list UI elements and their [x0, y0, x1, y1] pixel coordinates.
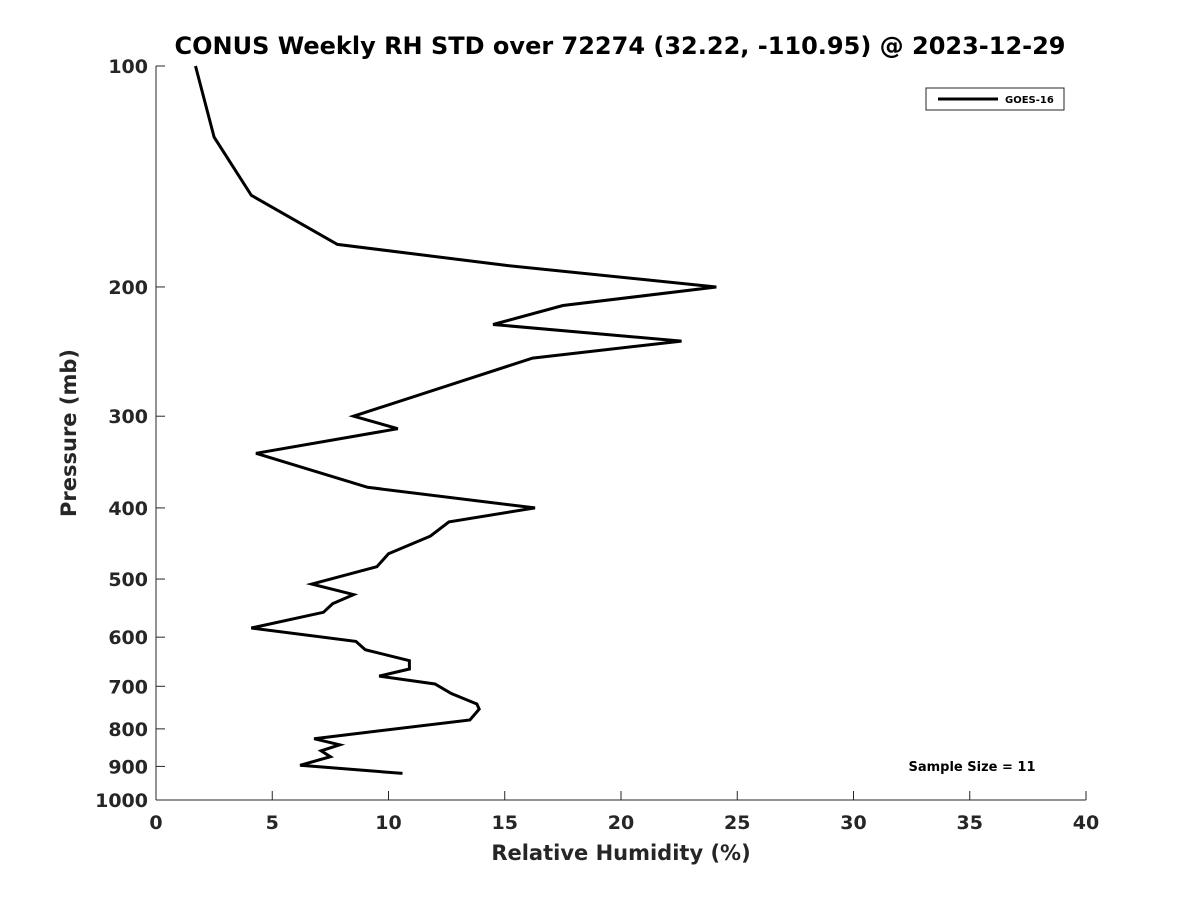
- x-tick-label: 20: [608, 812, 634, 834]
- y-ticks: 100 200 300 400 500 600 700 800 900 1000: [95, 56, 165, 812]
- x-tick-label: 40: [1073, 812, 1099, 834]
- legend: GOES-16: [925, 87, 1065, 111]
- x-tick-label: 30: [840, 812, 866, 834]
- y-tick-label: 300: [108, 406, 148, 428]
- y-axis-label: Pressure (mb): [57, 349, 81, 517]
- x-tick-label: 35: [957, 812, 983, 834]
- x-tick-label: 5: [266, 812, 279, 834]
- series-line-goes-16: [194, 65, 717, 775]
- sample-size-annotation: Sample Size = 11: [908, 760, 1035, 775]
- legend-label-goes-16: GOES-16: [1005, 95, 1054, 106]
- x-ticks: 0 5 10 15 20 25 30 35 40: [149, 791, 1099, 834]
- y-tick-label: 200: [108, 277, 148, 299]
- y-tick-label: 400: [108, 498, 148, 520]
- y-tick-label: 900: [108, 756, 148, 778]
- x-tick-label: 0: [149, 812, 162, 834]
- series-layer: [194, 65, 717, 775]
- x-axis-label: Relative Humidity (%): [491, 841, 750, 865]
- chart-title: CONUS Weekly RH STD over 72274 (32.22, -…: [174, 32, 1065, 60]
- y-tick-label: 800: [108, 719, 148, 741]
- x-tick-label: 15: [492, 812, 518, 834]
- y-tick-label: 1000: [95, 790, 148, 812]
- x-tick-label: 25: [724, 812, 750, 834]
- y-tick-label: 700: [108, 676, 148, 698]
- x-tick-label: 10: [375, 812, 401, 834]
- y-tick-label: 600: [108, 627, 148, 649]
- y-tick-label: 500: [108, 569, 148, 591]
- y-tick-label: 100: [108, 56, 148, 78]
